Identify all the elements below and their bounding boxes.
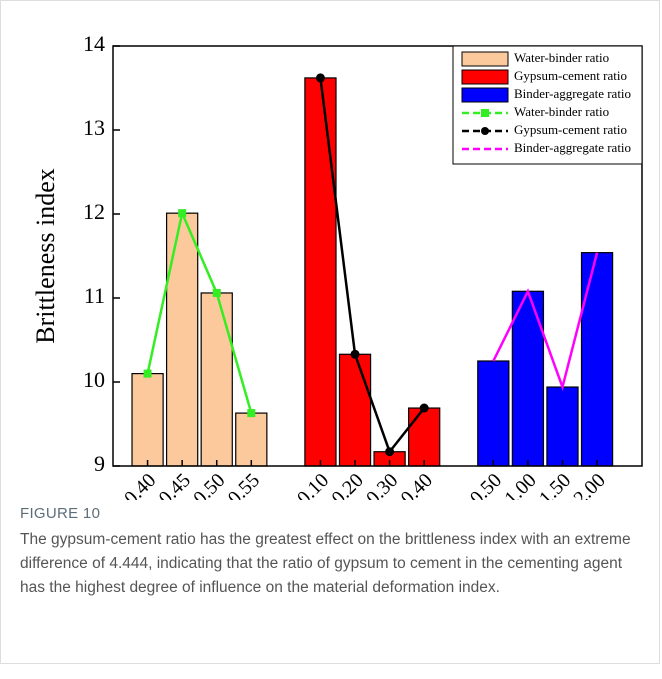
x-tick-label: 0.30	[362, 469, 402, 500]
y-tick-label: 13	[83, 115, 105, 140]
bar	[477, 360, 510, 467]
marker	[315, 73, 325, 83]
bar	[165, 212, 199, 467]
marker	[350, 349, 360, 359]
caption-text: The gypsum-cement ratio has the greatest…	[20, 531, 631, 596]
x-tick-label: 0.50	[466, 469, 506, 500]
legend-label: Gypsum-cement ratio	[514, 68, 627, 83]
marker	[143, 369, 152, 378]
x-tick-label: 0.40	[120, 469, 160, 500]
marker	[419, 403, 429, 413]
y-tick-label: 9	[94, 451, 105, 476]
x-tick-label: 0.50	[189, 469, 229, 500]
x-tick-label: 0.10	[293, 469, 333, 500]
chart: Brittleness index 910111213140.400.450.5…	[31, 31, 643, 500]
x-tick-label: 0.40	[397, 469, 437, 500]
y-tick-label: 12	[83, 199, 105, 224]
bar	[304, 77, 337, 467]
y-tick-label: 11	[84, 283, 105, 308]
caption: FIGURE 10 The gypsum-cement ratio has th…	[20, 505, 640, 600]
legend-label: Binder-aggregate ratio	[514, 140, 631, 155]
legend-label: Water-binder ratio	[514, 104, 609, 119]
legend-marker	[481, 127, 489, 135]
y-axis-label: Brittleness index	[31, 168, 60, 343]
x-tick-label: 1.50	[535, 469, 575, 500]
bar	[511, 290, 545, 467]
legend-label: Gypsum-cement ratio	[514, 122, 627, 137]
legend-swatch	[461, 69, 509, 85]
figure-frame	[0, 0, 660, 664]
line-series	[492, 252, 599, 392]
line-series	[146, 209, 253, 414]
bar	[235, 412, 268, 467]
line-series	[319, 77, 426, 455]
marker	[178, 209, 187, 218]
bar	[338, 353, 372, 467]
bar	[546, 386, 579, 467]
caption-label: FIGURE 10	[20, 505, 101, 522]
y-tick-label: 10	[83, 367, 105, 392]
marker	[247, 409, 256, 418]
x-tick-label: 1.00	[500, 469, 540, 500]
marker	[385, 447, 395, 457]
bar	[408, 407, 441, 467]
plot-frame	[112, 45, 643, 467]
x-tick-label: 0.20	[328, 469, 368, 500]
legend-label: Binder-aggregate ratio	[514, 86, 631, 101]
legend-marker	[481, 109, 489, 117]
bar	[580, 252, 614, 467]
y-tick-label: 14	[83, 31, 105, 56]
legend-swatch	[461, 51, 509, 67]
legend-label: Water-binder ratio	[514, 50, 609, 65]
marker	[212, 288, 221, 297]
x-tick-label: 0.45	[155, 469, 195, 500]
bar	[200, 292, 233, 467]
legend-swatch	[461, 87, 509, 103]
x-tick-label: 0.55	[224, 469, 264, 500]
bar	[131, 373, 164, 467]
x-tick-label: 2.00	[570, 469, 610, 500]
